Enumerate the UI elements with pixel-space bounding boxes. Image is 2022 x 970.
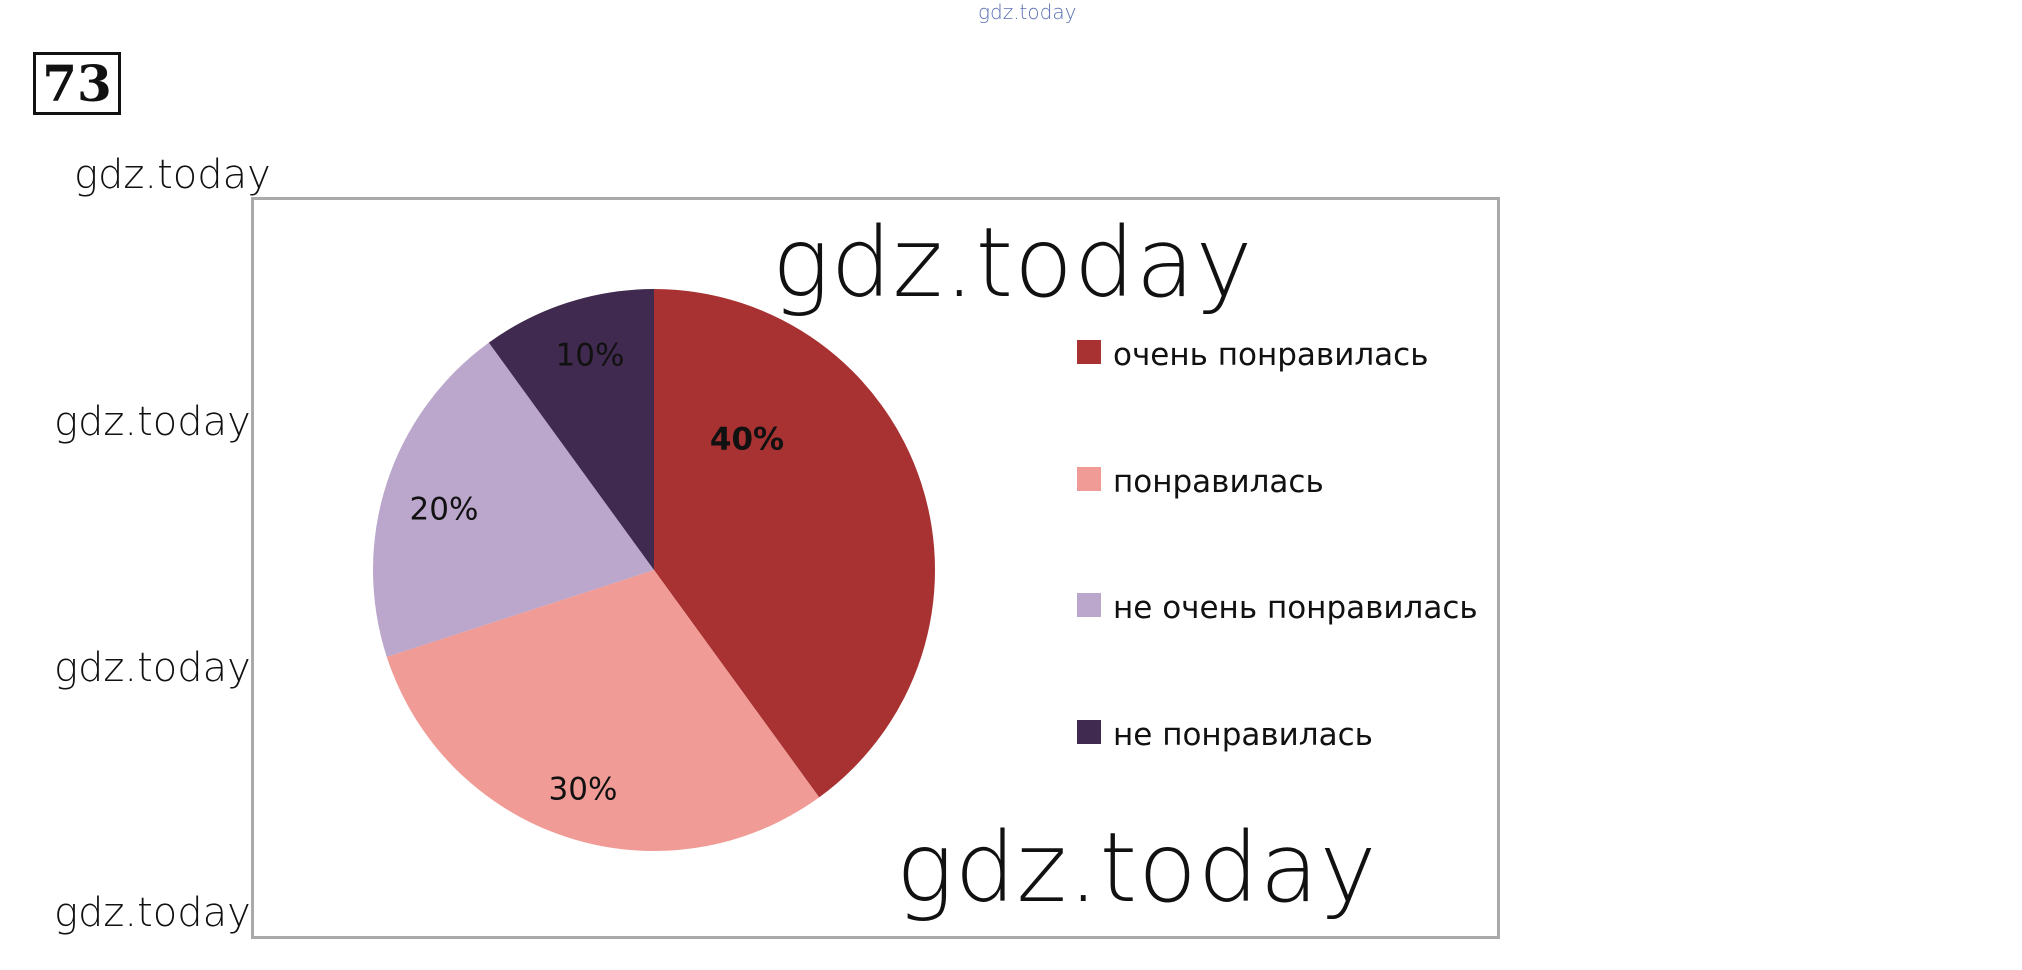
watermark-top: gdz.today xyxy=(978,0,1077,24)
legend-label-very-liked: очень понравилась xyxy=(1113,337,1429,373)
pie-slice-1 xyxy=(386,570,820,852)
legend-item-liked: понравилась xyxy=(1077,458,1513,507)
pie-slice-0 xyxy=(654,289,936,798)
pie-slice-2 xyxy=(373,342,654,657)
watermark-left-1: gdz.today xyxy=(74,152,271,198)
pie-slice-label-3: 10% xyxy=(556,338,625,374)
pie-slice-3 xyxy=(488,289,654,570)
legend-item-not-liked: не понравилась xyxy=(1077,711,1513,760)
pie-slice-label-1: 30% xyxy=(549,772,618,808)
legend-label-not-liked: не понравилась xyxy=(1113,717,1373,753)
watermark-left-2: gdz.today xyxy=(54,399,251,445)
legend-item-very-liked: очень понравилась xyxy=(1077,331,1513,380)
watermark-chart-bottom: gdz.today xyxy=(896,812,1378,924)
watermark-left-4: gdz.today xyxy=(54,890,251,936)
legend-swatch-not-liked xyxy=(1077,720,1101,744)
watermark-chart-top: gdz.today xyxy=(772,207,1254,319)
legend-swatch-liked xyxy=(1077,467,1101,491)
watermark-left-3: gdz.today xyxy=(54,645,251,691)
legend-label-liked: понравилась xyxy=(1113,464,1324,500)
pie-slice-label-0: 40% xyxy=(710,422,784,458)
legend-swatch-not-very-liked xyxy=(1077,593,1101,617)
pie-chart: 40% 30% 20% 10% xyxy=(373,289,936,852)
pie-slice-label-2: 20% xyxy=(410,492,479,528)
legend-label-not-very-liked: не очень понравилась xyxy=(1113,590,1478,626)
legend-swatch-very-liked xyxy=(1077,340,1101,364)
legend-item-not-very-liked: не очень понравилась xyxy=(1077,584,1513,633)
problem-number: 73 xyxy=(33,52,121,115)
